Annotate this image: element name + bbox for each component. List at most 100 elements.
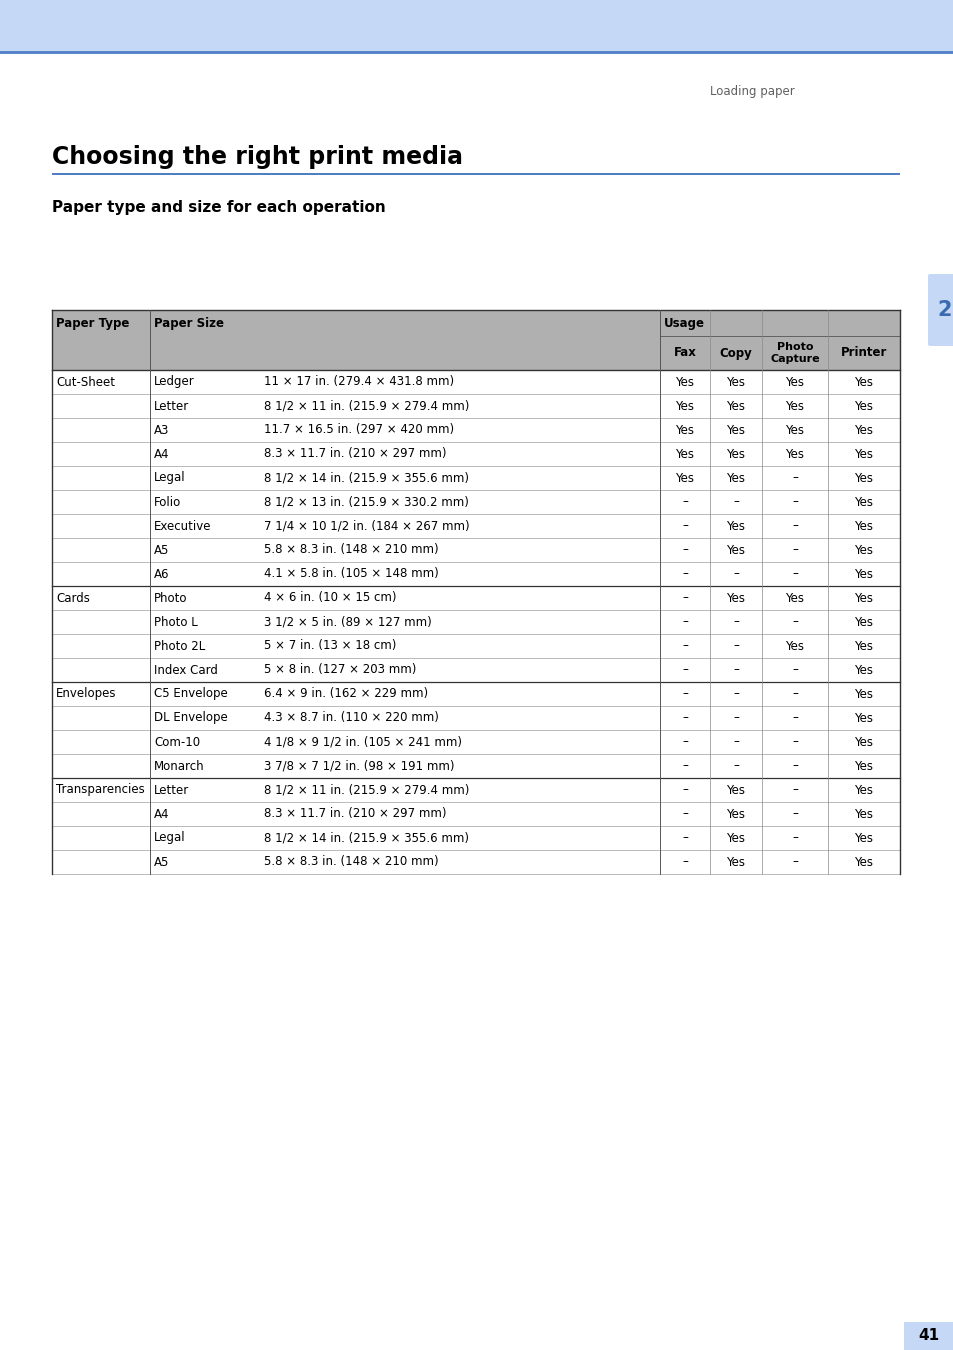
Text: –: – — [791, 687, 797, 701]
Text: Paper type and size for each operation: Paper type and size for each operation — [52, 200, 385, 215]
Text: 5.8 × 8.3 in. (148 × 210 mm): 5.8 × 8.3 in. (148 × 210 mm) — [264, 856, 438, 868]
Text: –: – — [681, 567, 687, 580]
Text: Yes: Yes — [854, 640, 873, 652]
Text: Yes: Yes — [854, 856, 873, 868]
Text: Yes: Yes — [854, 447, 873, 460]
Bar — [52, 706, 899, 730]
Text: –: – — [791, 783, 797, 796]
Text: Yes: Yes — [784, 447, 803, 460]
Text: Ledger: Ledger — [153, 375, 194, 389]
Text: –: – — [681, 783, 687, 796]
Text: Photo: Photo — [153, 591, 188, 605]
Text: 8.3 × 11.7 in. (210 × 297 mm): 8.3 × 11.7 in. (210 × 297 mm) — [264, 807, 446, 821]
Text: –: – — [791, 471, 797, 485]
Text: –: – — [681, 807, 687, 821]
Text: Yes: Yes — [784, 375, 803, 389]
Text: Yes: Yes — [726, 544, 744, 556]
Text: Yes: Yes — [726, 591, 744, 605]
Bar — [52, 657, 899, 682]
Text: 3 1/2 × 5 in. (89 × 127 mm): 3 1/2 × 5 in. (89 × 127 mm) — [264, 616, 432, 629]
Text: Yes: Yes — [784, 400, 803, 413]
Text: Yes: Yes — [726, 447, 744, 460]
Text: Envelopes: Envelopes — [56, 687, 116, 701]
Text: 4 1/8 × 9 1/2 in. (105 × 241 mm): 4 1/8 × 9 1/2 in. (105 × 241 mm) — [264, 736, 461, 748]
Bar — [52, 826, 899, 850]
Text: 11 × 17 in. (279.4 × 431.8 mm): 11 × 17 in. (279.4 × 431.8 mm) — [264, 375, 454, 389]
Text: Printer: Printer — [840, 347, 886, 359]
Text: –: – — [732, 711, 739, 725]
Bar — [52, 539, 899, 562]
Text: Yes: Yes — [854, 544, 873, 556]
Text: A4: A4 — [153, 447, 170, 460]
Text: Folio: Folio — [153, 495, 181, 509]
Bar — [52, 370, 899, 394]
Text: 8 1/2 × 13 in. (215.9 × 330.2 mm): 8 1/2 × 13 in. (215.9 × 330.2 mm) — [264, 495, 468, 509]
Text: Yes: Yes — [675, 424, 694, 436]
Text: Yes: Yes — [854, 783, 873, 796]
Text: Letter: Letter — [153, 400, 189, 413]
Text: 8 1/2 × 14 in. (215.9 × 355.6 mm): 8 1/2 × 14 in. (215.9 × 355.6 mm) — [264, 832, 469, 845]
Text: Cards: Cards — [56, 591, 90, 605]
Text: Yes: Yes — [854, 400, 873, 413]
Bar — [52, 755, 899, 778]
Text: –: – — [681, 760, 687, 772]
Text: 4.1 × 5.8 in. (105 × 148 mm): 4.1 × 5.8 in. (105 × 148 mm) — [264, 567, 438, 580]
Bar — [52, 418, 899, 441]
Bar — [903, 1322, 953, 1350]
Text: Yes: Yes — [726, 375, 744, 389]
Bar — [52, 586, 899, 610]
Text: Yes: Yes — [854, 375, 873, 389]
Text: Yes: Yes — [854, 567, 873, 580]
Text: Choosing the right print media: Choosing the right print media — [52, 144, 462, 169]
Text: –: – — [681, 544, 687, 556]
Bar — [52, 682, 899, 706]
Text: –: – — [791, 711, 797, 725]
Text: –: – — [681, 832, 687, 845]
Text: –: – — [681, 640, 687, 652]
Text: Yes: Yes — [784, 591, 803, 605]
Text: Yes: Yes — [854, 471, 873, 485]
Bar — [52, 778, 899, 802]
Text: Legal: Legal — [153, 471, 186, 485]
Bar — [52, 802, 899, 826]
Text: Index Card: Index Card — [153, 663, 217, 676]
Text: Yes: Yes — [854, 736, 873, 748]
Bar — [52, 466, 899, 490]
Text: –: – — [681, 520, 687, 532]
Bar — [52, 394, 899, 418]
Bar — [52, 610, 899, 634]
Text: DL Envelope: DL Envelope — [153, 711, 228, 725]
Text: –: – — [681, 663, 687, 676]
Text: Paper Type: Paper Type — [56, 316, 130, 329]
Text: –: – — [791, 544, 797, 556]
Text: Usage: Usage — [663, 316, 704, 329]
Text: –: – — [681, 687, 687, 701]
Bar — [0, 0, 953, 53]
Text: Yes: Yes — [675, 400, 694, 413]
Text: –: – — [732, 736, 739, 748]
Text: 4 × 6 in. (10 × 15 cm): 4 × 6 in. (10 × 15 cm) — [264, 591, 396, 605]
Text: Yes: Yes — [726, 783, 744, 796]
Text: Paper Size: Paper Size — [153, 316, 224, 329]
Bar — [52, 490, 899, 514]
Text: Photo
Capture: Photo Capture — [769, 342, 819, 363]
Text: Yes: Yes — [784, 424, 803, 436]
Text: –: – — [791, 856, 797, 868]
Text: A5: A5 — [153, 544, 170, 556]
Text: Legal: Legal — [153, 832, 186, 845]
Text: 8 1/2 × 11 in. (215.9 × 279.4 mm): 8 1/2 × 11 in. (215.9 × 279.4 mm) — [264, 783, 469, 796]
Text: Cut-Sheet: Cut-Sheet — [56, 375, 115, 389]
Text: Yes: Yes — [726, 471, 744, 485]
Text: 7 1/4 × 10 1/2 in. (184 × 267 mm): 7 1/4 × 10 1/2 in. (184 × 267 mm) — [264, 520, 469, 532]
Text: –: – — [681, 856, 687, 868]
Text: –: – — [791, 663, 797, 676]
Bar — [52, 173, 899, 176]
Text: –: – — [791, 807, 797, 821]
Text: –: – — [791, 567, 797, 580]
Text: 2: 2 — [937, 300, 951, 320]
Text: Yes: Yes — [726, 856, 744, 868]
Text: 4.3 × 8.7 in. (110 × 220 mm): 4.3 × 8.7 in. (110 × 220 mm) — [264, 711, 438, 725]
Text: Photo 2L: Photo 2L — [153, 640, 205, 652]
Text: Yes: Yes — [675, 375, 694, 389]
Text: A4: A4 — [153, 807, 170, 821]
